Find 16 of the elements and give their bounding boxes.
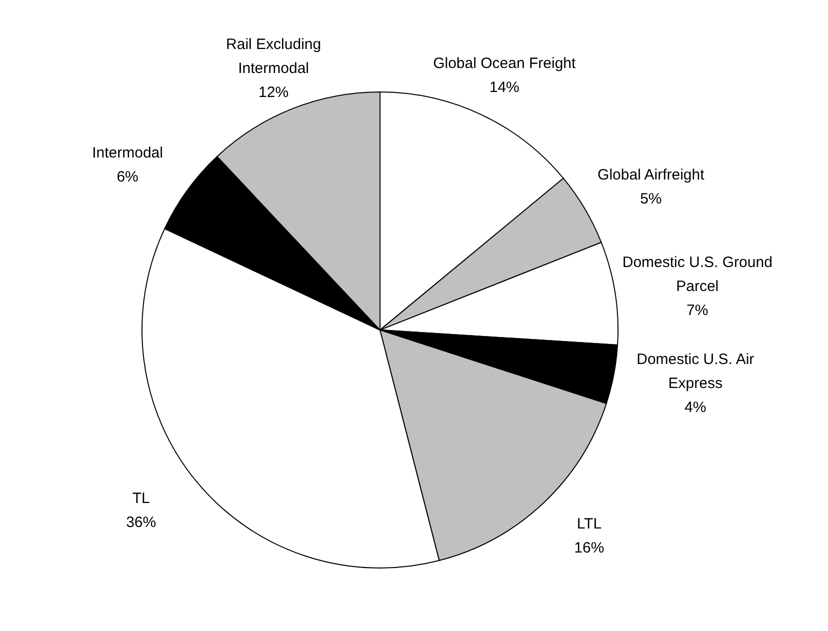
data-label: 4% xyxy=(684,398,706,416)
slice-label: Domestic U.S. Ground Parcel xyxy=(622,254,772,295)
slice-label: TL xyxy=(132,490,150,507)
slice-label: Intermodal xyxy=(92,144,163,162)
data-label: 36% xyxy=(126,514,156,531)
slice-label: Global Airfreight xyxy=(598,166,706,184)
slice-label: LTL xyxy=(576,516,602,533)
data-label: 7% xyxy=(686,302,708,319)
slice-label: Domestic U.S. Air Express xyxy=(636,350,754,392)
data-label: 16% xyxy=(574,540,604,557)
data-label: 14% xyxy=(489,78,520,96)
data-label: 5% xyxy=(640,190,662,208)
data-label: 12% xyxy=(258,84,289,101)
data-label: 6% xyxy=(116,168,138,186)
slice-label: Global Ocean Freight xyxy=(433,54,577,72)
slice-label: Rail Excluding Intermodal xyxy=(226,36,322,77)
